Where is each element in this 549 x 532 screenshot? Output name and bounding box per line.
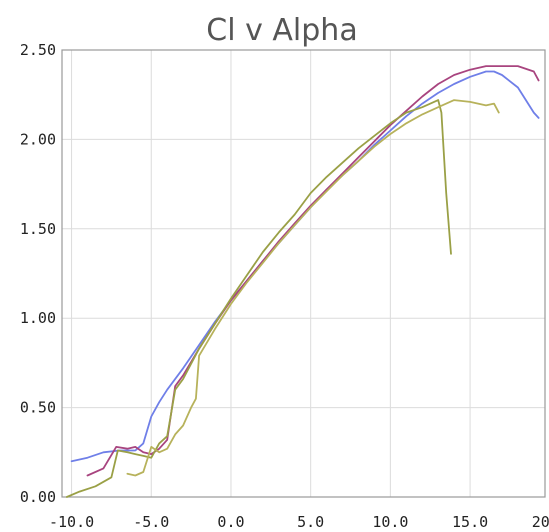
series-line-4 — [126, 99, 500, 477]
x-tick-label: -5.0 — [133, 513, 169, 531]
series-lines — [65, 65, 540, 498]
x-tick-labels: -10.0 -5.0 0.0 5.0 10.0 15.0 20.0 — [49, 513, 549, 531]
plot-frame — [61, 49, 546, 498]
x-tick-label: -10.0 — [49, 513, 94, 531]
chart-title: Cl v Alpha — [206, 13, 357, 48]
x-tick-label: 10.0 — [372, 513, 408, 531]
y-tick-label: 1.00 — [20, 309, 56, 327]
y-tick-labels: 0.00 0.50 1.00 1.50 2.00 2.50 — [20, 41, 56, 506]
y-tick-label: 2.00 — [20, 130, 56, 148]
x-tick-label: 0.0 — [217, 513, 244, 531]
y-tick-label: 0.00 — [20, 488, 56, 506]
series-line-1 — [70, 70, 540, 463]
y-tick-label: 2.50 — [20, 41, 56, 59]
y-tick-label: 0.50 — [20, 399, 56, 417]
gridlines — [62, 49, 545, 498]
series-line-3 — [65, 99, 452, 498]
x-tick-label: 15.0 — [452, 513, 488, 531]
series-line-2 — [86, 65, 540, 477]
y-tick-label: 1.50 — [20, 220, 56, 238]
x-tick-label: 20.0 — [532, 513, 549, 531]
x-tick-label: 5.0 — [297, 513, 324, 531]
